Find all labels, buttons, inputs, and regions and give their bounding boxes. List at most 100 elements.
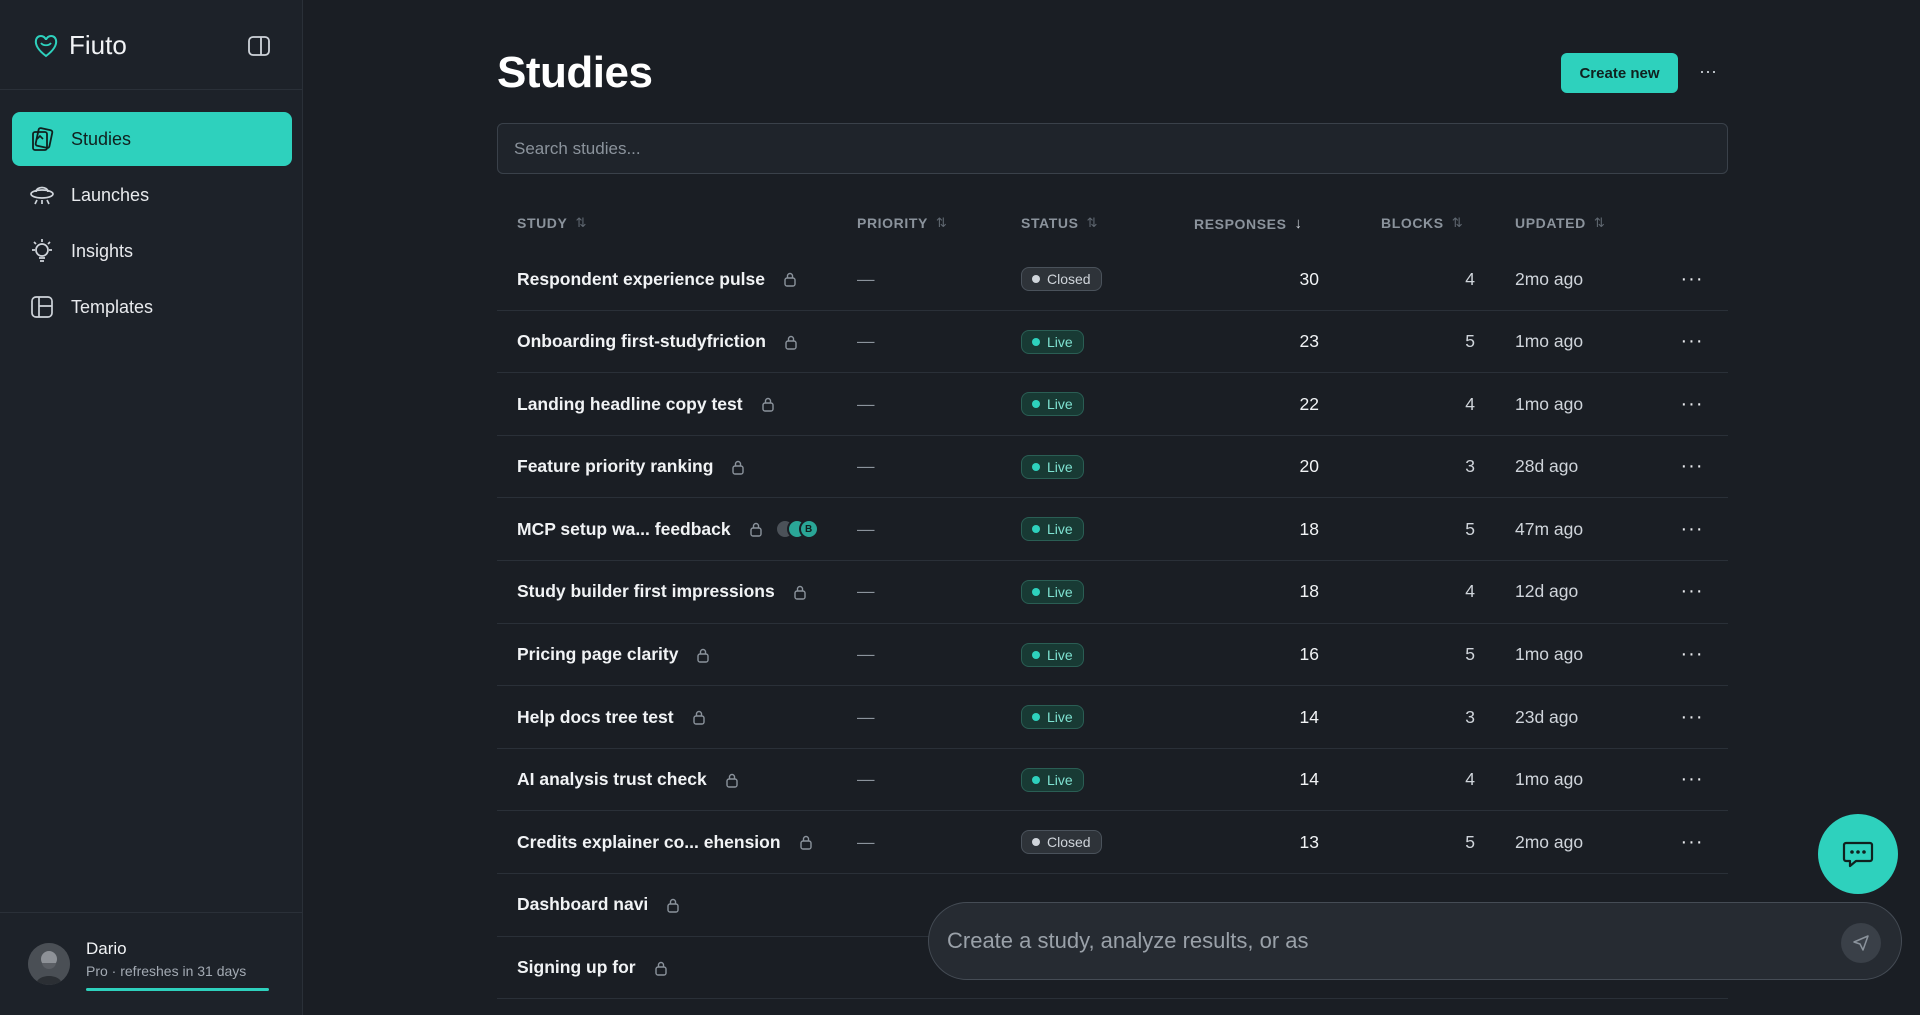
responses-count: 13 (1299, 831, 1319, 852)
study-name[interactable]: Help docs tree test (517, 686, 706, 748)
priority-value: — (857, 769, 875, 790)
table-row[interactable]: Help docs tree test — Live 14 3 23d ago … (497, 686, 1728, 749)
sidebar-item-label: Studies (71, 129, 132, 149)
status-badge: Live (1021, 579, 1084, 604)
brand-header: Fiuto (0, 0, 303, 90)
status-cell: Live (1021, 311, 1084, 373)
study-name[interactable]: Dashboard navi (517, 874, 680, 936)
status-badge: Live (1021, 517, 1084, 542)
table-row[interactable]: Pricing page clarity — Live 16 5 1mo ago… (497, 624, 1728, 687)
column-header-priority[interactable]: PRIORITY ⇅ (857, 215, 948, 231)
status-cell: Live (1021, 498, 1084, 560)
sidebar-item-insights[interactable]: Insights (12, 224, 292, 278)
updated-time: 23d ago (1515, 706, 1579, 727)
priority-value: — (857, 393, 875, 414)
study-name[interactable]: AI analysis trust check (517, 749, 739, 811)
row-more-button[interactable]: ··· (1680, 768, 1704, 791)
status-cell: Live (1021, 373, 1084, 435)
sort-desc-icon: ↓ (1294, 215, 1303, 232)
send-button[interactable] (1841, 923, 1881, 963)
study-name[interactable]: Study builder first impressions (517, 561, 807, 623)
sidebar-item-label: Insights (71, 241, 134, 261)
sidebar-item-templates[interactable]: Templates (12, 280, 292, 334)
row-more-button[interactable]: ··· (1680, 705, 1704, 728)
blocks-count: 3 (1465, 456, 1475, 477)
status-badge: Closed (1021, 267, 1102, 291)
blocks-count: 5 (1465, 831, 1475, 852)
blocks-count: 4 (1465, 268, 1475, 289)
row-more-button[interactable]: ··· (1680, 580, 1704, 603)
table-header: STUDY ⇅ PRIORITY ⇅ STATUS ⇅ RESPONSES ↓ BLOC… (497, 205, 1728, 245)
table-row[interactable]: Credits explainer co... ehension — Close… (497, 811, 1728, 874)
create-new-button[interactable]: Create new (1561, 53, 1678, 93)
row-more-button[interactable]: ··· (1680, 643, 1704, 666)
status-cell: Closed (1021, 811, 1102, 873)
status-badge: Live (1021, 392, 1084, 417)
study-name[interactable]: MCP setup wa... feedback B (517, 498, 819, 560)
sort-icon: ⇅ (1593, 215, 1606, 230)
lock-icon (732, 460, 745, 475)
send-icon (1853, 935, 1869, 951)
study-name[interactable]: Respondent experience pulse (517, 248, 797, 310)
study-name[interactable]: Feature priority ranking (517, 436, 745, 498)
row-more-button[interactable]: ··· (1680, 392, 1704, 415)
row-more-button[interactable]: ··· (1680, 830, 1704, 853)
search-input[interactable] (497, 123, 1728, 174)
row-more-button[interactable]: ··· (1680, 267, 1704, 290)
priority-value: — (857, 331, 875, 352)
blocks-count: 4 (1465, 581, 1475, 602)
sidebar-item-launches[interactable]: Launches (12, 168, 292, 222)
column-header-responses[interactable]: RESPONSES ↓ (1194, 215, 1303, 232)
table-row[interactable]: Feature priority ranking — Live 20 3 28d… (497, 436, 1728, 499)
study-name[interactable]: Pricing page clarity (517, 624, 710, 686)
studies-table: Respondent experience pulse — Closed 30 … (497, 248, 1728, 1000)
column-header-updated[interactable]: UPDATED ⇅ (1515, 215, 1606, 231)
sidebar: Fiuto Studies Launches (0, 0, 303, 1015)
templates-icon (31, 296, 53, 318)
table-row[interactable]: Onboarding first-studyfriction — Live 23… (497, 311, 1728, 374)
status-badge: Live (1021, 454, 1084, 479)
chat-support-button[interactable] (1818, 814, 1898, 894)
fiuto-logo-icon (34, 35, 58, 58)
study-name[interactable]: Onboarding first-studyfriction (517, 311, 798, 373)
priority-value: — (857, 706, 875, 727)
sort-icon: ⇅ (575, 215, 587, 230)
more-options-button[interactable]: ··· (1699, 61, 1717, 81)
sort-icon: ⇅ (1086, 215, 1099, 230)
blocks-count: 5 (1465, 644, 1475, 665)
table-row[interactable]: MCP setup wa... feedback B — Live 18 5 47… (497, 498, 1728, 561)
table-row[interactable]: Landing headline copy test — Live 22 4 1… (497, 373, 1728, 436)
study-name[interactable]: Landing headline copy test (517, 373, 775, 435)
row-more-button[interactable]: ··· (1680, 517, 1704, 540)
prompt-input[interactable] (947, 921, 1827, 961)
table-row[interactable]: AI analysis trust check — Live 14 4 1mo … (497, 749, 1728, 812)
ai-prompt-bar (928, 902, 1902, 980)
sidebar-toggle-icon[interactable] (246, 34, 272, 58)
column-header-study[interactable]: STUDY ⇅ (517, 215, 587, 231)
sidebar-item-label: Launches (71, 185, 150, 205)
status-cell: Closed (1021, 248, 1102, 310)
study-name[interactable]: Signing up for (517, 937, 668, 999)
study-name[interactable]: Credits explainer co... ehension (517, 811, 813, 873)
sidebar-item-studies[interactable]: Studies (12, 112, 292, 166)
status-cell: Live (1021, 686, 1084, 748)
user-profile[interactable]: Dario Pro · refreshes in 31 days (0, 912, 303, 1015)
updated-time: 2mo ago (1515, 268, 1584, 289)
column-header-status[interactable]: STATUS ⇅ (1021, 215, 1099, 231)
table-row[interactable]: Respondent experience pulse — Closed 30 … (497, 248, 1728, 311)
responses-count: 30 (1299, 268, 1319, 289)
avatar (28, 943, 70, 985)
row-more-button[interactable]: ··· (1680, 455, 1704, 478)
table-row[interactable]: Study builder first impressions — Live 1… (497, 561, 1728, 624)
sort-icon: ⇅ (1451, 215, 1464, 230)
priority-value: — (857, 518, 875, 539)
priority-value: — (857, 456, 875, 477)
responses-count: 16 (1299, 644, 1319, 665)
priority-value: — (857, 581, 875, 602)
blocks-count: 4 (1465, 393, 1475, 414)
status-cell: Live (1021, 436, 1084, 498)
row-more-button[interactable]: ··· (1680, 330, 1704, 353)
lightbulb-icon (32, 239, 52, 262)
column-header-blocks[interactable]: BLOCKS ⇅ (1381, 215, 1464, 231)
collaborator-avatars: B (774, 519, 819, 540)
